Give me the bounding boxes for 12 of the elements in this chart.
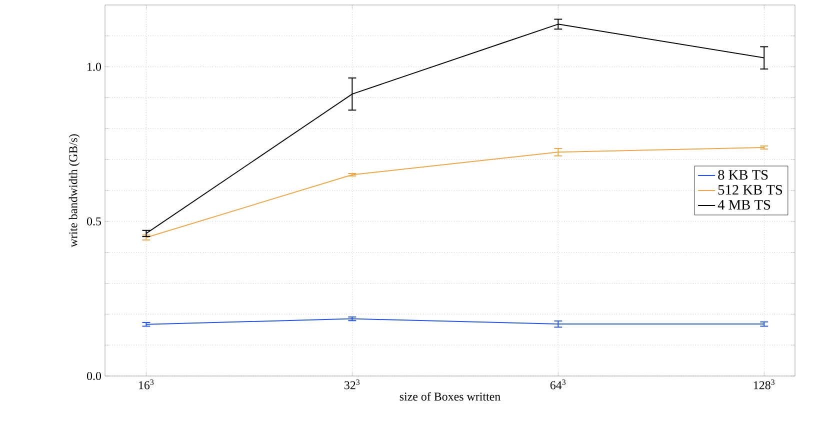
x-tick-label: 32$^{3}$ (344, 380, 360, 390)
legend-label: 4 MB TS (718, 200, 770, 210)
y-tick-label: 0.5 (86, 217, 102, 226)
legend-label: 512 KB TS (718, 185, 782, 195)
y-tick-label: 0.0 (86, 372, 102, 380)
x-tick-label: 64$^{3}$ (550, 380, 566, 390)
x-axis-title: size of Boxes written (400, 392, 500, 401)
x-tick-label: 128$^{3}$ (754, 380, 775, 390)
y-axis-title: write bandwidth (GB/s) (68, 134, 80, 248)
legend-label: 8 KB TS (718, 170, 768, 180)
y-tick-label: 1.0 (88, 62, 102, 71)
x-tick-label: 16$^{3}$ (139, 380, 154, 390)
